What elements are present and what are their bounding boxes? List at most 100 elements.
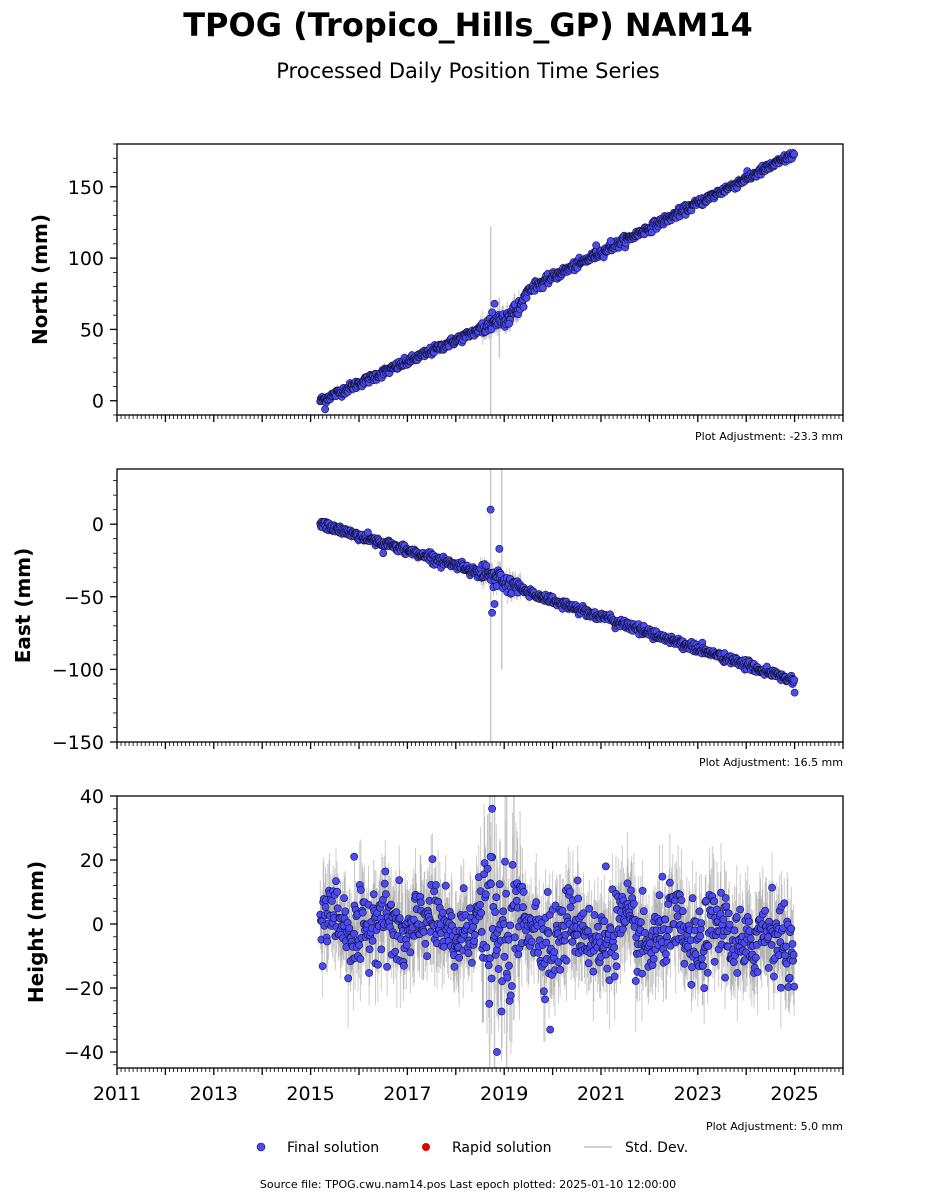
data-point	[365, 945, 374, 954]
data-point	[482, 943, 491, 952]
data-point	[488, 308, 496, 317]
data-point	[491, 908, 499, 916]
data-point	[380, 879, 389, 888]
panel-north: 0 50 100 150 North (mm) Plot Adjustment: -23.…	[28, 143, 844, 443]
data-point	[377, 945, 386, 954]
data-point	[497, 1007, 506, 1016]
data-point	[485, 999, 494, 1008]
data-point	[490, 299, 499, 308]
data-point	[387, 900, 395, 909]
data-point	[540, 987, 548, 996]
x-ticks	[116, 742, 844, 749]
data-point	[568, 938, 577, 946]
data-point	[506, 921, 515, 930]
data-point	[488, 608, 496, 617]
data-point	[341, 907, 350, 916]
data-point	[447, 912, 456, 920]
data-point	[477, 928, 486, 936]
y-tick-label: −150	[52, 732, 104, 754]
data-point	[428, 855, 437, 863]
panel-height: 2011 2013 2015 2017 2019 2021 2023 2025−40−2002…	[24, 786, 844, 1133]
data-point	[391, 947, 400, 956]
data-point	[566, 887, 574, 896]
data-point	[544, 929, 553, 938]
data-point	[505, 961, 513, 970]
data-point	[592, 241, 601, 250]
final-solution-points	[316, 804, 799, 1056]
data-point	[358, 908, 367, 917]
data-point	[502, 889, 510, 898]
chart-subtitle: Processed Daily Position Time Series	[276, 59, 660, 83]
data-point	[395, 876, 404, 885]
data-point	[510, 933, 519, 942]
data-point	[321, 903, 330, 911]
data-point	[470, 930, 479, 939]
data-point	[431, 881, 440, 889]
data-point	[519, 903, 527, 912]
data-point	[332, 877, 340, 885]
data-point	[355, 941, 364, 950]
data-point	[606, 237, 615, 245]
data-point	[482, 561, 491, 570]
y-tick-label: 50	[80, 319, 104, 341]
data-point	[483, 864, 492, 873]
plot-area	[316, 469, 799, 742]
data-point	[379, 549, 388, 558]
data-point	[402, 941, 411, 949]
data-point	[519, 302, 528, 311]
data-point	[579, 909, 588, 918]
data-point	[573, 930, 581, 939]
data-point	[356, 955, 365, 963]
data-point	[514, 950, 523, 959]
data-point	[464, 949, 473, 958]
data-point	[550, 948, 559, 956]
data-point	[333, 904, 342, 913]
data-point	[501, 857, 509, 866]
data-point	[527, 937, 536, 946]
y-ticks: −150 −100 −50 0	[52, 480, 117, 754]
data-point	[566, 903, 575, 912]
data-point	[541, 995, 549, 1004]
data-point	[790, 150, 799, 158]
data-point	[508, 861, 517, 869]
chart-title: TPOG (Tropico_Hills_GP) NAM14	[183, 6, 753, 44]
x-ticks	[116, 415, 844, 422]
data-point	[381, 890, 390, 898]
panels: 0 50 100 150 North (mm) Plot Adjustment: -23.…	[11, 143, 844, 1133]
data-point	[423, 952, 431, 960]
data-point	[381, 867, 390, 876]
data-point	[368, 937, 377, 945]
data-point	[484, 961, 493, 970]
data-point	[558, 906, 567, 915]
data-point	[416, 898, 425, 907]
y-tick-label: 150	[68, 177, 104, 199]
y-axis-label: North (mm)	[28, 214, 52, 345]
data-point	[344, 974, 353, 983]
data-point	[505, 319, 513, 328]
data-point	[430, 887, 438, 896]
plot-adjustment: Plot Adjustment: 16.5 mm	[699, 756, 843, 769]
data-point	[532, 898, 541, 906]
data-point	[365, 969, 373, 977]
data-point	[495, 544, 504, 553]
data-point	[487, 974, 496, 983]
data-point	[556, 965, 565, 974]
data-point	[554, 958, 563, 967]
data-point	[350, 929, 358, 938]
data-point	[476, 900, 484, 909]
data-point	[318, 962, 327, 970]
final-solution-points	[316, 149, 799, 414]
data-point	[507, 982, 516, 990]
axes-frame	[116, 468, 844, 743]
data-point	[395, 914, 404, 923]
y-ticks: 0 50 100 150	[68, 143, 117, 416]
y-tick-label: 100	[68, 248, 104, 270]
final-solution-points	[316, 505, 799, 697]
data-point	[500, 952, 509, 961]
data-point	[790, 676, 799, 684]
y-tick-label: 0	[92, 514, 104, 536]
data-point	[356, 886, 365, 894]
data-point	[399, 961, 408, 970]
data-point	[492, 893, 501, 902]
data-point	[481, 890, 490, 899]
